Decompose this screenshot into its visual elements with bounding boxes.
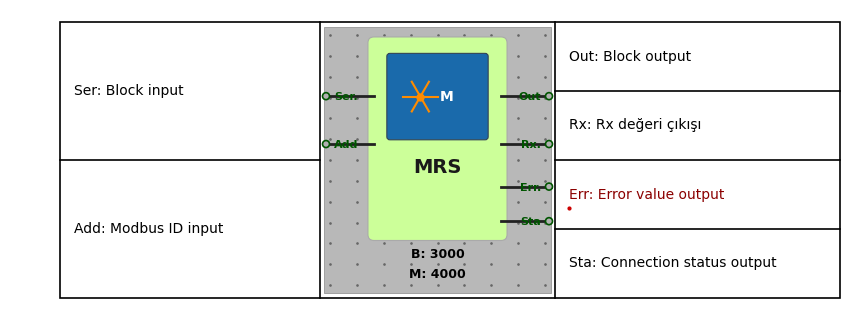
Text: Err: Error value output: Err: Error value output	[569, 188, 724, 202]
Circle shape	[323, 140, 329, 148]
Text: Rx: Rx değeri çıkışı: Rx: Rx değeri çıkışı	[569, 118, 701, 132]
Text: Rx.: Rx.	[521, 140, 541, 150]
Text: M: 4000: M: 4000	[409, 268, 465, 281]
Text: Err.: Err.	[520, 183, 541, 193]
Text: B: 3000: B: 3000	[411, 248, 465, 261]
Circle shape	[545, 93, 552, 100]
Text: Out: Block output: Out: Block output	[569, 50, 691, 63]
Circle shape	[545, 140, 552, 148]
Text: M: M	[440, 90, 454, 104]
Text: Sta: Connection status output: Sta: Connection status output	[569, 257, 777, 270]
Text: Ser.: Ser.	[334, 92, 357, 102]
Circle shape	[545, 218, 552, 225]
Text: MRS: MRS	[414, 158, 462, 177]
Circle shape	[545, 183, 552, 190]
Text: Add: Add	[334, 140, 358, 150]
Text: Add: Modbus ID input: Add: Modbus ID input	[74, 222, 223, 236]
Bar	[60, 22, 840, 298]
Circle shape	[323, 93, 329, 100]
FancyBboxPatch shape	[324, 27, 551, 293]
FancyBboxPatch shape	[387, 53, 488, 140]
FancyBboxPatch shape	[368, 37, 507, 241]
Text: Out: Out	[518, 92, 541, 102]
Text: Ser: Block input: Ser: Block input	[74, 84, 184, 98]
Text: Sta: Sta	[520, 217, 541, 227]
